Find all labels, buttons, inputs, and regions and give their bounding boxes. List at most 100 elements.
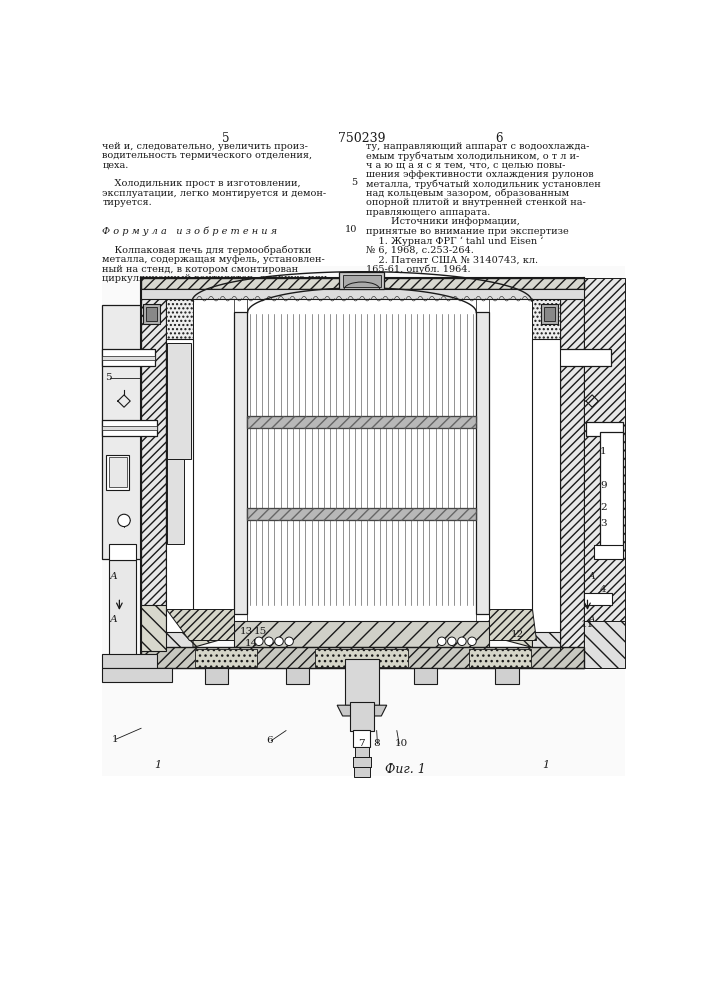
Circle shape xyxy=(457,637,466,646)
Bar xyxy=(234,620,489,647)
Bar xyxy=(103,349,155,366)
Bar xyxy=(103,654,156,668)
Bar xyxy=(339,272,385,289)
Text: 750239: 750239 xyxy=(338,132,386,145)
Bar xyxy=(166,278,193,624)
Bar xyxy=(286,668,309,684)
Bar xyxy=(247,508,476,520)
Bar xyxy=(141,278,585,289)
Bar xyxy=(109,544,136,560)
Bar xyxy=(234,312,247,614)
Bar xyxy=(345,659,379,705)
Text: металла, трубчатый холодильник установлен: металла, трубчатый холодильник установле… xyxy=(366,179,600,189)
Text: 5: 5 xyxy=(222,132,229,145)
Text: 1: 1 xyxy=(542,760,549,770)
Polygon shape xyxy=(166,609,234,640)
Text: 1. Журнал ФРГ ‘ tahl und Eisen ‘: 1. Журнал ФРГ ‘ tahl und Eisen ‘ xyxy=(366,236,543,246)
Bar xyxy=(109,457,127,487)
Bar xyxy=(103,420,156,436)
Text: тируется.: тируется. xyxy=(103,198,152,207)
Bar xyxy=(585,620,625,668)
Bar xyxy=(141,647,585,668)
Circle shape xyxy=(275,637,284,646)
Text: 5: 5 xyxy=(351,178,357,187)
Bar xyxy=(204,668,228,684)
Circle shape xyxy=(264,637,273,646)
Text: цеха.: цеха. xyxy=(103,161,129,170)
Text: 1: 1 xyxy=(112,735,118,744)
Bar xyxy=(532,278,559,624)
Text: ту, направляющий аппарат с водоохлажда-: ту, направляющий аппарат с водоохлажда- xyxy=(366,142,589,151)
Bar xyxy=(414,668,437,684)
Text: эксплуатации, легко монтируется и демон-: эксплуатации, легко монтируется и демон- xyxy=(103,189,327,198)
Bar xyxy=(541,304,558,324)
Bar xyxy=(559,278,585,668)
Text: циркуляционный вентилятор, опорную пли-: циркуляционный вентилятор, опорную пли- xyxy=(103,274,331,283)
Text: 15: 15 xyxy=(253,627,267,636)
Text: правляющего аппарата.: правляющего аппарата. xyxy=(366,208,490,217)
Bar xyxy=(103,305,143,559)
Bar xyxy=(556,349,611,366)
Bar xyxy=(103,356,155,360)
Text: А: А xyxy=(588,572,595,581)
Circle shape xyxy=(118,514,130,527)
Bar xyxy=(495,668,518,684)
Bar xyxy=(106,455,129,490)
Bar xyxy=(586,422,623,436)
Text: Ф о р м у л а   и з о б р е т е н и я: Ф о р м у л а и з о б р е т е н и я xyxy=(103,227,277,236)
Text: опорной плитой и внутренней стенкой на-: опорной плитой и внутренней стенкой на- xyxy=(366,198,585,207)
Bar xyxy=(353,757,371,767)
Text: 12: 12 xyxy=(510,630,524,639)
Bar xyxy=(585,278,625,620)
Bar xyxy=(355,747,369,757)
Text: А: А xyxy=(110,572,117,581)
Bar xyxy=(344,275,380,287)
Text: 10: 10 xyxy=(345,225,357,234)
Text: 6: 6 xyxy=(267,736,273,745)
Bar xyxy=(571,305,611,559)
Text: водительность термического отделения,: водительность термического отделения, xyxy=(103,151,312,160)
Text: шения эффективности охлаждения рулонов: шения эффективности охлаждения рулонов xyxy=(366,170,593,179)
Text: металла, содержащая муфель, установлен-: металла, содержащая муфель, установлен- xyxy=(103,255,325,264)
Text: № 6, 1968, с.253-264.: № 6, 1968, с.253-264. xyxy=(366,246,474,255)
Text: Колпаковая печь для термообработки: Колпаковая печь для термообработки xyxy=(103,246,312,255)
Bar xyxy=(247,416,476,428)
Polygon shape xyxy=(337,705,387,716)
Text: 11: 11 xyxy=(580,620,594,629)
Text: ный на стенд, в котором смонтирован: ный на стенд, в котором смонтирован xyxy=(103,265,298,274)
Text: 7: 7 xyxy=(358,739,365,748)
Bar xyxy=(532,339,559,632)
Bar xyxy=(247,416,476,428)
Text: 9: 9 xyxy=(600,481,607,490)
Text: А: А xyxy=(110,615,117,624)
Text: принятые во внимание при экспертизе: принятые во внимание при экспертизе xyxy=(366,227,568,236)
Bar xyxy=(103,668,172,682)
Text: 14: 14 xyxy=(245,639,258,648)
Bar xyxy=(600,432,623,551)
Circle shape xyxy=(255,637,263,646)
Bar xyxy=(476,312,489,614)
Bar xyxy=(103,266,625,776)
Polygon shape xyxy=(489,620,532,647)
Bar xyxy=(315,649,409,667)
Text: 2. Патент США № 3140743, кл.: 2. Патент США № 3140743, кл. xyxy=(366,255,538,264)
Bar xyxy=(143,304,160,324)
Text: 2: 2 xyxy=(600,503,607,512)
Text: чей и, следовательно, увеличить произ-: чей и, следовательно, увеличить произ- xyxy=(103,142,308,151)
Bar xyxy=(103,426,156,430)
Bar xyxy=(585,593,612,605)
Text: емым трубчатым холодильником, о т л и-: емым трубчатым холодильником, о т л и- xyxy=(366,151,579,161)
Bar xyxy=(168,459,185,544)
Bar xyxy=(544,307,555,321)
Bar xyxy=(354,730,370,747)
Text: Холодильник прост в изготовлении,: Холодильник прост в изготовлении, xyxy=(103,179,301,188)
Bar xyxy=(594,545,623,559)
Bar xyxy=(247,508,476,520)
Text: над кольцевым зазором, образованным: над кольцевым зазором, образованным xyxy=(366,189,569,198)
Text: 13: 13 xyxy=(240,627,252,636)
Text: 1: 1 xyxy=(155,760,162,770)
Circle shape xyxy=(468,637,477,646)
Text: 3: 3 xyxy=(600,519,607,528)
Bar xyxy=(166,339,193,632)
Circle shape xyxy=(438,637,446,646)
